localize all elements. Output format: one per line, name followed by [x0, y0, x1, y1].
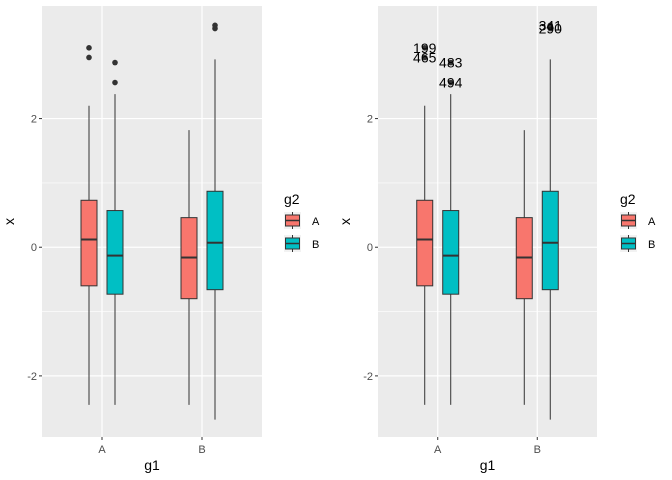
y-tick-label: -2	[363, 371, 373, 383]
outlier-point	[112, 79, 118, 86]
outlier-point	[421, 54, 428, 61]
y-tick-label: 2	[31, 114, 37, 126]
x-tick-label: B	[198, 444, 205, 456]
box-A-A	[416, 45, 434, 405]
legend-label: A	[312, 216, 320, 228]
legend-title: g2	[284, 191, 300, 207]
legend: g2 AB	[284, 191, 320, 252]
point-label: 341	[539, 17, 563, 33]
box-body	[80, 199, 98, 287]
box-B-B	[206, 22, 224, 420]
x-tick-label: A	[98, 444, 106, 456]
point-label: 465	[413, 49, 437, 65]
point-label: 494	[439, 75, 463, 91]
y-tick-label: 0	[31, 242, 37, 254]
box-B-B	[541, 22, 559, 420]
point-label: 290	[539, 21, 563, 37]
outlier-point	[86, 45, 92, 51]
point-label: 483	[439, 55, 463, 71]
box-B-A	[106, 59, 124, 405]
point-label: 199	[413, 40, 437, 56]
outlier-point	[447, 59, 454, 66]
y-tick-label: 2	[367, 114, 373, 126]
y-axis-title: x	[1, 218, 17, 225]
outlier-point	[112, 59, 118, 66]
legend-label: B	[312, 239, 319, 251]
box-A-B	[515, 130, 533, 405]
legend-label: B	[648, 239, 655, 251]
legend-label: A	[648, 216, 656, 228]
y-tick-label: 0	[367, 242, 373, 254]
x-axis-title: g1	[144, 457, 160, 473]
x-axis-title: g1	[480, 457, 496, 473]
x-tick-label: A	[434, 444, 442, 456]
box-body	[206, 190, 224, 291]
box-A-B	[180, 130, 198, 405]
box-body	[541, 190, 559, 291]
legend-title: g2	[620, 191, 636, 207]
box-body	[442, 210, 460, 295]
box-body	[106, 210, 124, 295]
y-tick-label: -2	[27, 371, 37, 383]
box-B-A	[442, 59, 460, 405]
y-axis-title: x	[337, 218, 353, 225]
box-A-A	[80, 45, 98, 405]
outlier-point	[421, 45, 428, 51]
outlier-point	[447, 79, 454, 86]
outlier-point	[547, 22, 554, 29]
plot-background	[378, 6, 597, 437]
legend: g2 AB	[620, 191, 656, 252]
outlier-point	[86, 54, 92, 61]
box-body	[416, 199, 434, 287]
plot-background	[42, 6, 262, 437]
x-tick-label: B	[534, 444, 541, 456]
outlier-point	[212, 22, 218, 29]
